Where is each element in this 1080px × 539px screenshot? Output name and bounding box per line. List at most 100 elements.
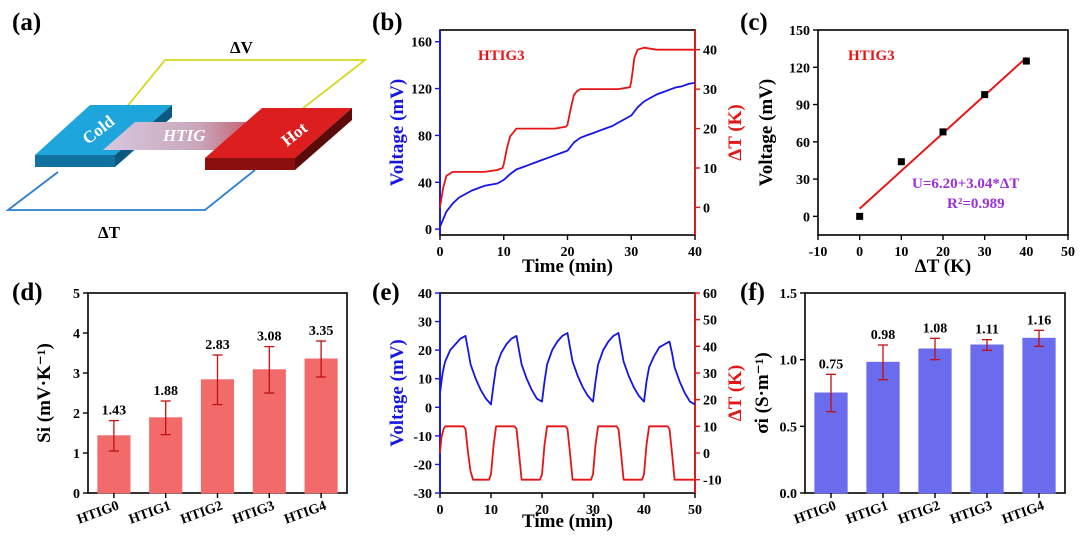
chart-d-seebeck-bars: 0 1 2 3 4 5 1.43 HTIG0 1.88 HTIG1 2.83 HTIG2 3.08 HTI…: [34, 287, 348, 528]
c-xtick-label: 30: [978, 245, 992, 260]
e-ytick-label: -10: [413, 430, 432, 445]
f-value-label: 0.98: [871, 328, 896, 343]
d-ytick-label: 4: [73, 327, 80, 342]
f-category-label: HTIG1: [844, 499, 890, 528]
d-value-label: 3.08: [257, 330, 282, 345]
b-y2tick-label: 30: [703, 83, 717, 98]
e-axes-frame: [439, 292, 696, 494]
e-ylabel: Voltage (mV): [387, 339, 408, 446]
c-fit-equation: U=6.20+3.04*ΔT: [912, 176, 1019, 192]
c-ytick-label: 120: [789, 61, 810, 76]
e-y2tick-label: -10: [703, 474, 722, 489]
hot-block-side: [295, 108, 352, 170]
e-y2tick-label: 10: [703, 420, 717, 435]
c-data-point: [981, 91, 989, 99]
f-value-label: 1.11: [975, 323, 999, 338]
b-y2tick-label: 20: [703, 123, 717, 138]
d-ytick-label: 1: [73, 447, 80, 462]
panel-label-c: (c): [740, 9, 768, 36]
b-ylabel: Voltage (mV): [387, 79, 408, 186]
c-data-point: [939, 128, 947, 136]
e-ytick-label: 20: [418, 344, 432, 359]
e-dt-series-line: [439, 425, 695, 481]
b-y2tick-label: 0: [703, 201, 710, 216]
e-ytick-label: -20: [413, 458, 432, 473]
d-ytick-label: 2: [73, 407, 80, 422]
d-category-label: HTIG3: [231, 499, 277, 528]
c-ytick-label: 90: [796, 99, 810, 114]
b-ytick-label: 40: [418, 176, 432, 191]
c-ytick-label: 60: [796, 136, 810, 151]
c-xtick-label: -10: [809, 245, 828, 260]
e-y2tick-label: 50: [703, 314, 717, 329]
d-value-label: 1.43: [102, 404, 127, 419]
e-ytick-label: 30: [418, 316, 432, 331]
d-ytick-label: 0: [73, 487, 80, 502]
b-y2label: ΔT (K): [725, 104, 746, 160]
b-xtick-label: 30: [624, 245, 638, 260]
e-y2tick-label: 60: [703, 287, 717, 302]
chart-e-cycling: 0 10 20 30 40 50 -30 -20 -10 0 10 20 30 40 -10 0 10 20 30 4…: [387, 287, 746, 532]
f-category-label: HTIG0: [792, 499, 838, 528]
f-value-label: 0.75: [819, 357, 844, 372]
b-dt-series-line: [439, 46, 695, 208]
hot-block-top: [205, 108, 352, 158]
b-xtick-label: 20: [561, 245, 575, 260]
b-annotation: HTIG3: [478, 48, 525, 64]
e-xtick-label: 10: [484, 503, 498, 518]
f-value-label: 1.08: [923, 321, 948, 336]
c-annotation: HTIG3: [848, 48, 895, 64]
htig-label: HTIG: [162, 126, 206, 145]
b-ytick-label: 80: [418, 129, 432, 144]
d-category-label: HTIG1: [127, 499, 173, 528]
delta-t-label: ΔT: [98, 223, 121, 242]
e-xtick-label: 40: [637, 503, 651, 518]
b-y2tick-label: 40: [703, 44, 717, 59]
device-schematic: Cold Hot HTIG ΔV ΔT: [5, 38, 368, 242]
b-xlabel: Time (min): [522, 256, 613, 277]
chart-b-voltage-time: 0 10 20 30 40 0 40 80 120 160 0 10 20 30 40 HTIG3 Time (…: [387, 29, 746, 277]
f-category-label: HTIG2: [896, 499, 942, 528]
c-data-point: [897, 158, 905, 166]
e-y2tick-label: 0: [703, 447, 710, 462]
panel-label-b: (b): [372, 9, 403, 36]
e-voltage-series-line: [439, 332, 696, 406]
e-ytick-label: -30: [413, 487, 432, 502]
f-ytick-label: 1.0: [780, 354, 798, 369]
c-data-point: [1022, 57, 1030, 65]
panel-label-f: (f): [740, 279, 765, 306]
f-ytick-label: 0.0: [780, 487, 798, 502]
temperature-wire: [5, 169, 256, 211]
d-ytick-label: 5: [73, 287, 80, 302]
c-ytick-label: 30: [796, 173, 810, 188]
d-category-label: HTIG4: [282, 499, 328, 528]
e-xtick-label: 50: [688, 503, 702, 518]
chart-f-conductivity-bars: 0.0 0.5 1.0 1.5 0.75 HTIG0 0.98 HTIG1 1.08 HTIG2 1…: [752, 287, 1066, 528]
e-xtick-label: 0: [437, 503, 444, 518]
f-bar: [918, 348, 952, 494]
e-xtick-label: 20: [535, 503, 549, 518]
e-ytick-label: 10: [418, 373, 432, 388]
f-value-label: 1.16: [1027, 313, 1052, 328]
e-xlabel: Time (min): [522, 511, 613, 532]
f-ylabel: σi (S·m⁻¹): [752, 352, 773, 433]
c-data-point: [856, 212, 864, 220]
c-ytick-label: 150: [789, 24, 810, 39]
f-ytick-label: 1.5: [780, 287, 798, 302]
b-y2tick-label: 10: [703, 162, 717, 177]
e-ytick-label: 40: [418, 287, 432, 302]
c-xtick-label: 20: [936, 245, 950, 260]
f-bar: [866, 361, 900, 494]
e-xtick-label: 30: [586, 503, 600, 518]
c-xtick-label: 50: [1061, 245, 1075, 260]
b-voltage-series-line: [439, 81, 696, 228]
b-ytick-label: 120: [411, 83, 432, 98]
chart-c-voltage-vs-dt: -10 0 10 20 30 40 50 0 30 60 90 120 150 HTIG3 U=6.20+3…: [756, 24, 1075, 277]
e-y2tick-label: 30: [703, 367, 717, 382]
d-ylabel: Si (mV·K⁻¹): [34, 343, 55, 443]
c-ytick-label: 0: [803, 210, 810, 225]
f-category-label: HTIG4: [1000, 499, 1046, 528]
e-y2label: ΔT (K): [725, 365, 746, 421]
c-r-squared: R²=0.989: [947, 196, 1005, 212]
